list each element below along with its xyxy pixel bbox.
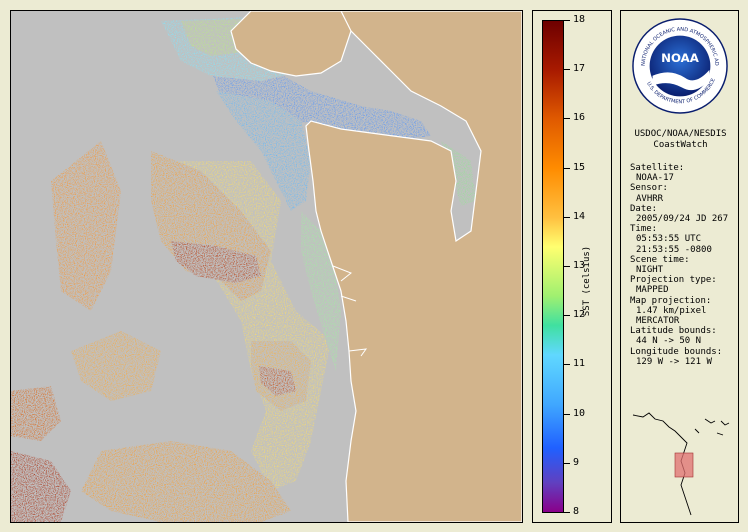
projection-type-value: MAPPED — [636, 285, 669, 296]
sst-southwest-red — [11, 451, 71, 522]
latitude-label: Latitude bounds: — [630, 326, 717, 337]
colorbar-tick-label: 12 — [573, 309, 586, 321]
colorbar-tick-label: 11 — [573, 358, 586, 370]
date-label: Date: — [630, 203, 658, 214]
colorbar-tick — [564, 364, 570, 366]
info-panel: NATIONAL OCEANIC AND ATMOSPHERIC ADMINIS… — [620, 10, 739, 523]
sensor-label: Sensor: — [630, 183, 668, 194]
colorbar-tick-label: 13 — [573, 260, 586, 271]
colorbar-tick — [564, 216, 570, 218]
colorbar-tick — [564, 462, 570, 464]
scene-value: NIGHT — [636, 265, 664, 276]
sst-eddy-core — [171, 241, 261, 283]
sst-pixels — [11, 11, 476, 522]
sst-south-orange — [81, 441, 291, 522]
colorbar-tick-label: 17 — [573, 63, 586, 75]
satellite-value: NOAA-17 — [636, 173, 674, 184]
colorbar-tick-label: 8 — [573, 506, 580, 517]
colorbar-tick — [564, 20, 570, 21]
minimap-coastline — [632, 412, 730, 516]
colorbar-tick-label: 10 — [573, 407, 586, 419]
scene-label: Scene time: — [630, 254, 690, 265]
colorbar-gradient — [542, 20, 564, 513]
agency-line2: CoastWatch — [653, 140, 708, 150]
colorbar-panel: 18 17 16 15 14 13 12 11 10 9 8 SST (celsius) — [532, 10, 612, 523]
noaa-logo: NATIONAL OCEANIC AND ATMOSPHERIC ADMINIS… — [631, 17, 728, 114]
colorbar-tick — [564, 413, 570, 415]
colorbar-tick-label: 15 — [573, 161, 586, 173]
colorbar-tick — [564, 118, 570, 120]
longitude-value: 129 W -> 121 W — [636, 356, 712, 367]
projection-value: MERCATOR — [636, 316, 680, 327]
colorbar-tick — [564, 512, 570, 513]
map-projection-label: Map projection: — [630, 295, 712, 306]
agency-block: USDOC/NOAA/NESDIS CoastWatch — [621, 129, 740, 151]
sst-south-eddy-core — [259, 366, 296, 396]
colorbar-tick-label: 9 — [573, 456, 580, 468]
colorbar-tick-label: 18 — [573, 14, 586, 25]
sensor-value: AVHRR — [636, 193, 664, 204]
metadata-block: Satellite: NOAA-17 Sensor: AVHRR Date: 2… — [630, 163, 728, 367]
sst-coastal-blue — [216, 91, 311, 211]
latitude-value: 44 N -> 50 N — [636, 336, 702, 347]
projection-type-label: Projection type: — [630, 275, 717, 286]
date-value: 2005/09/24 JD 267 — [636, 214, 729, 225]
logo-text: NOAA — [661, 51, 700, 65]
sst-map-canvas — [11, 11, 522, 522]
colorbar-tick — [564, 167, 570, 169]
colorbar-title: SST (celsius) — [582, 245, 592, 317]
coastline-detail — [332, 265, 368, 357]
time-utc-value: 05:53:55 UTC — [636, 234, 702, 245]
satellite-label: Satellite: — [630, 163, 685, 173]
colorbar-tick — [564, 266, 570, 267]
sst-southwest-orange — [11, 386, 61, 441]
minimap-bounds — [674, 452, 694, 478]
sst-map[interactable] — [10, 10, 523, 523]
land-mass — [305, 11, 522, 522]
agency-line1: USDOC/NOAA/NESDIS — [634, 129, 727, 139]
longitude-label: Longitude bounds: — [630, 346, 723, 357]
colorbar-tick — [564, 69, 570, 71]
resolution-value: 1.47 km/pixel — [636, 305, 707, 316]
colorbar-tick — [564, 315, 570, 317]
sst-west-patch — [71, 331, 161, 401]
locator-minimap — [632, 412, 730, 516]
vancouver-island — [230, 11, 352, 77]
time-label: Time: — [630, 224, 658, 235]
colorbar-tick-label: 16 — [573, 112, 586, 124]
sst-eddy-west — [51, 141, 121, 311]
sst-strait-juan-de-fuca — [211, 69, 431, 141]
colorbar-tick-label: 14 — [573, 210, 586, 222]
time-local-value: 21:53:55 -0800 — [636, 244, 712, 255]
